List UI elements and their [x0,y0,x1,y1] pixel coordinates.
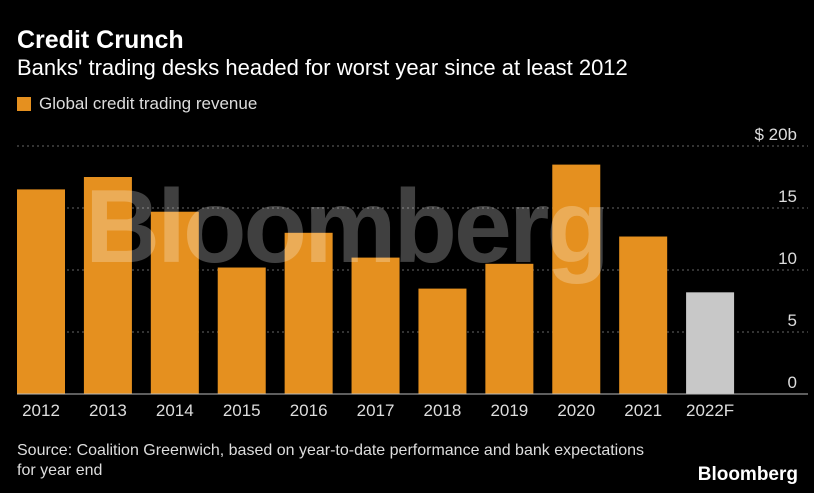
x-tick-label: 2015 [223,401,261,420]
x-tick-label: 2012 [22,401,60,420]
y-tick-label: 10 [778,249,797,268]
bar [552,164,601,394]
bloomberg-logo: Bloomberg [697,464,798,485]
bar-chart: 0 5 10 15 $ 20b 2012 2013 2014 2015 2016 2017 2018 2… [17,125,808,420]
y-tick-label: 5 [788,311,797,330]
y-tick-label: 0 [788,373,797,392]
legend-swatch [17,97,31,111]
chart-title: Credit Crunch [17,26,184,54]
bar [485,263,534,394]
legend: Global credit trading revenue [17,94,257,114]
x-tick-label: 2016 [290,401,328,420]
x-tick-label: 2020 [557,401,595,420]
bar [351,257,400,394]
bar [150,211,199,394]
x-tick-label: 2021 [624,401,662,420]
chart-subtitle: Banks' trading desks headed for worst ye… [17,55,628,80]
source-note: Source: Coalition Greenwich, based on ye… [17,442,645,479]
x-tick-label: 2022F [686,401,734,420]
bar [217,267,266,394]
bar-forecast [686,292,735,394]
x-tick-label: 2014 [156,401,194,420]
x-tick-label: 2018 [424,401,462,420]
bar [17,189,65,394]
bar [83,177,132,394]
y-tick-label: 15 [778,187,797,206]
y-tick-label: $ 20b [754,125,797,144]
x-tick-label: 2013 [89,401,127,420]
bar [619,236,668,394]
bar [418,288,467,394]
legend-label: Global credit trading revenue [39,94,258,113]
x-tick-label: 2017 [357,401,395,420]
bar [284,232,333,394]
x-tick-label: 2019 [490,401,528,420]
